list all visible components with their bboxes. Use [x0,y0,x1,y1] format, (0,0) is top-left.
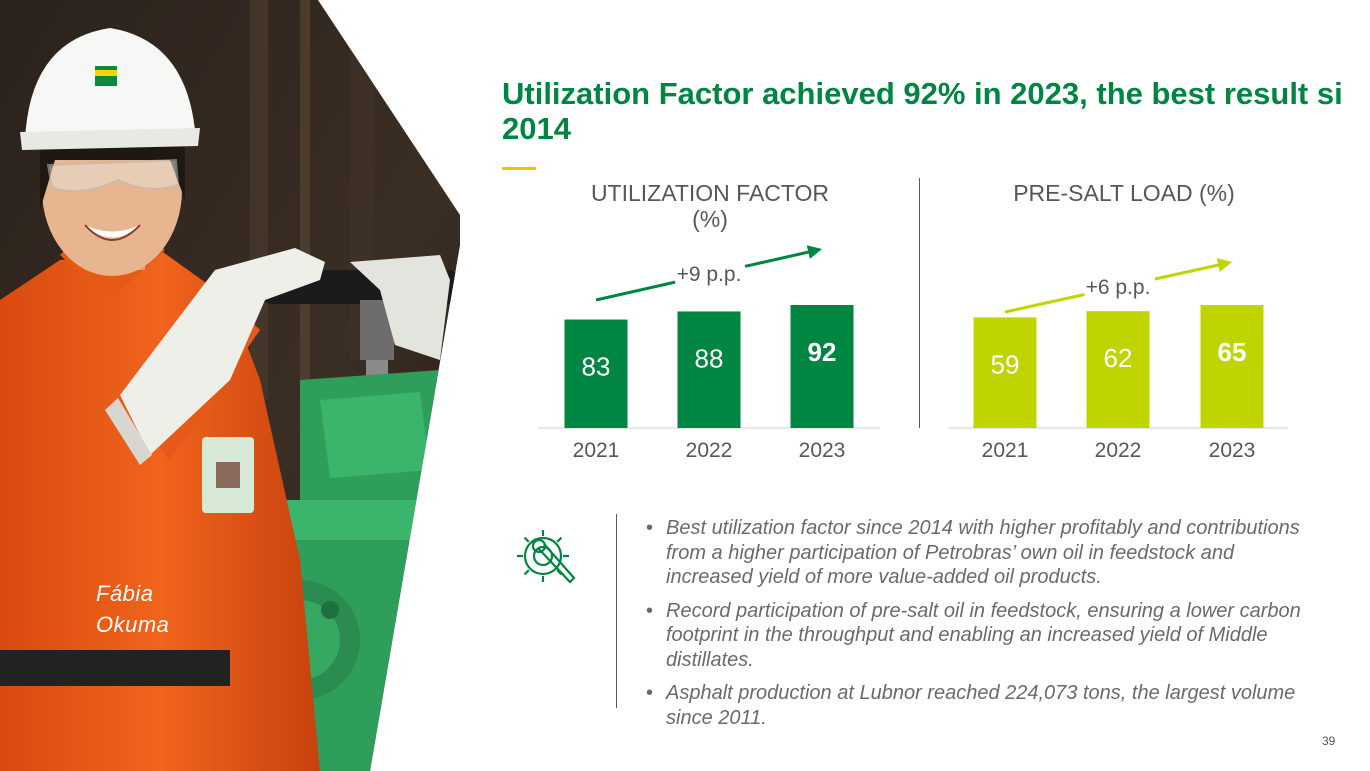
presalt-bar-2021 [973,317,1037,428]
bullet-item-2: Record participation of pre-salt oil in … [644,599,1304,673]
page-number: 39 [1322,734,1336,748]
presalt-tick-label-2021: 2021 [982,439,1029,462]
page-title-line1: Utilization Factor achieved 92% in 2023,… [502,76,1343,111]
presalt-value-label-2023: 65 [1218,337,1247,367]
utilization-chart-title-line1: UTILIZATION FACTOR [590,180,830,206]
presalt-trend-line-end [1154,261,1227,281]
presalt-trend-arrowhead [1216,258,1232,272]
utilization-bar-2021 [564,319,628,428]
page-title: Utilization Factor achieved 92% in 2023,… [502,76,1370,146]
presalt-chart-title: PRE-SALT LOAD (%) [974,180,1274,206]
worker-photo [0,0,460,771]
bullet-item-1: Best utilization factor since 2014 with … [644,516,1304,590]
utilization-bar-2023 [790,305,854,428]
bullet-list: Best utilization factor since 2014 with … [644,516,1304,739]
title-accent-bar [502,167,536,170]
caption-first-name: Fábia [96,581,154,606]
presalt-tick-label-2023: 2023 [1209,439,1256,462]
utilization-value-label-2021: 83 [582,352,611,382]
bullet-item-3: Asphalt production at Lubnor reached 224… [644,681,1304,730]
presalt-tick-label-2022: 2022 [1095,439,1142,462]
presalt-value-label-2021: 59 [991,349,1020,379]
presalt-value-label-2022: 62 [1104,343,1133,373]
bullets-divider [616,514,617,708]
utilization-tick-label-2022: 2022 [686,439,733,462]
utilization-value-label-2022: 88 [695,343,724,373]
caption-last-name: Okuma [96,612,170,637]
photo-caption: Fábia Okuma [96,578,169,640]
utilization-tick-label-2023: 2023 [799,439,846,462]
chart-divider [919,178,920,428]
utilization-tick-label-2021: 2021 [573,439,620,462]
utilization-trend-label: +9 p.p. [677,263,742,286]
utilization-trend-line-start [595,280,676,302]
utilization-chart-title-line2: (%) [692,206,728,232]
presalt-trend-line-start [1004,293,1085,314]
utilization-value-label-2023: 92 [808,337,837,367]
presalt-chart-title-line1: PRE-SALT LOAD (%) [1013,180,1235,206]
presalt-bar-2022 [1086,311,1150,428]
presalt-bar-2023 [1200,305,1264,428]
utilization-trend-line-end [744,248,817,268]
utilization-bar-2022 [677,311,741,428]
page-title-line2: 2014 [502,111,571,146]
utilization-chart-title: UTILIZATION FACTOR (%) [560,180,860,232]
utilization-trend-arrowhead [806,245,822,259]
presalt-trend-label: +6 p.p. [1086,276,1151,299]
gear-wrench-icon [517,530,576,584]
